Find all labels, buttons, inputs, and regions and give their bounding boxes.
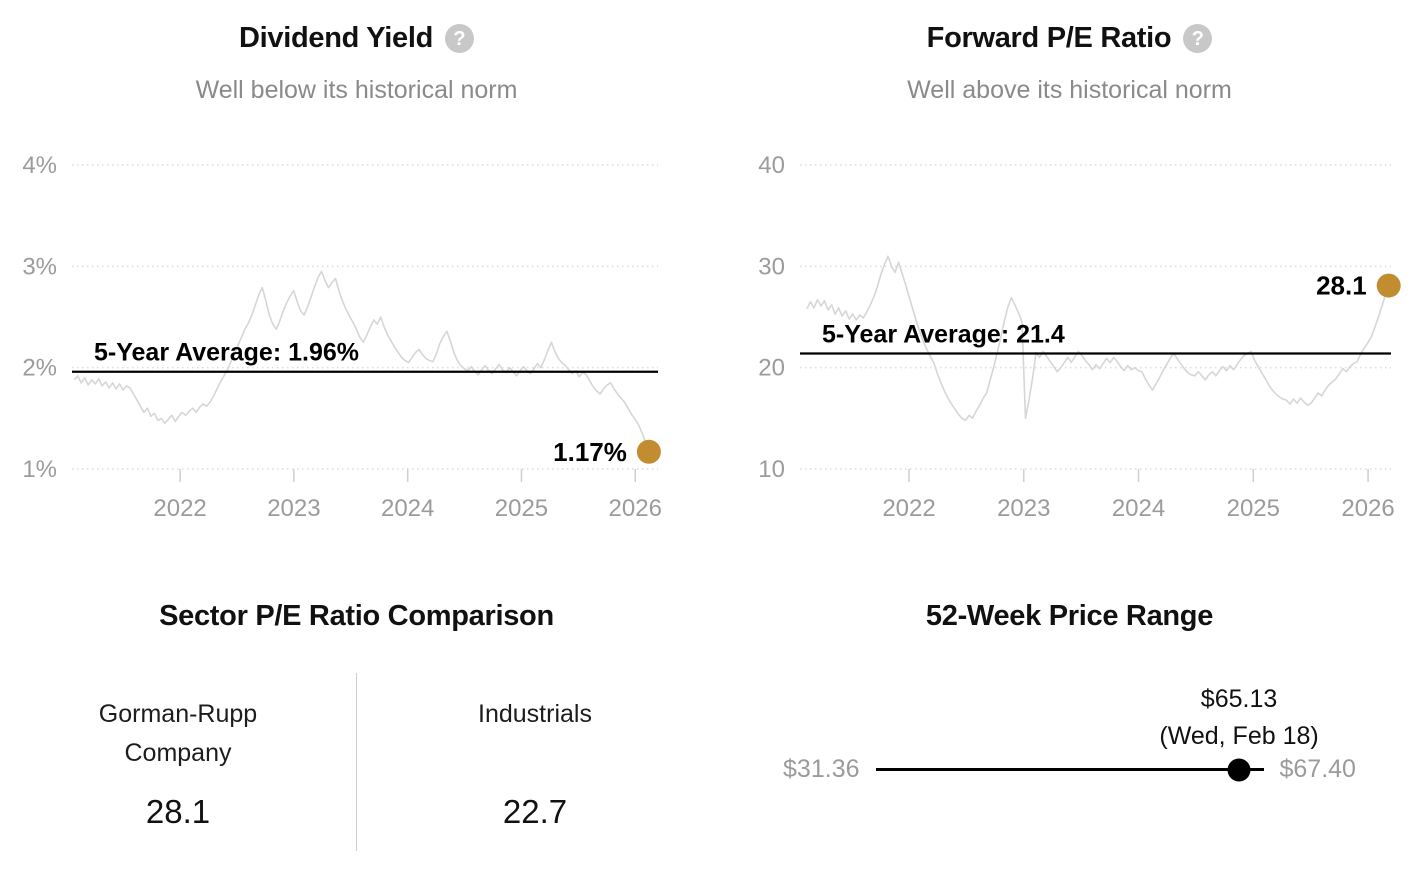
company-column: Gorman-Rupp Company 28.1 [0, 673, 356, 851]
svg-text:5-Year Average: 1.96%: 5-Year Average: 1.96% [94, 339, 359, 367]
price-indicator-dot [1227, 758, 1251, 781]
price-range-section: 52-Week Price Range $31.36 $65.13 (Wed, … [713, 600, 1426, 784]
forward-pe-chart: 40 30 20 10 2022 2023 2024 2025 2026 5-Year Avera… [758, 152, 1401, 522]
help-icon[interactable]: ? [1183, 24, 1213, 53]
column-divider [356, 673, 357, 851]
sector-pe-comparison: Sector P/E Ratio Comparison Gorman-Rupp … [0, 600, 713, 851]
svg-text:20: 20 [758, 355, 785, 382]
company-pe-value: 28.1 [145, 793, 211, 830]
svg-text:1.17%: 1.17% [553, 437, 627, 467]
dividend-yield-chart: 4% 3% 2% 1% 2022 2023 2024 2025 2026 5-Year Avera… [22, 152, 662, 522]
svg-text:2022: 2022 [153, 495, 206, 522]
price-range-title: 52-Week Price Range [925, 600, 1214, 632]
current-price-date: (Wed, Feb 18) [1159, 722, 1319, 750]
svg-text:1%: 1% [22, 456, 57, 483]
dividend-yield-header: Dividend Yield ? Well below its historic… [0, 22, 713, 105]
svg-text:2%: 2% [22, 355, 57, 382]
company-label: Gorman-Rupp Company [98, 700, 258, 767]
svg-text:28.1: 28.1 [1316, 271, 1367, 301]
svg-text:2025: 2025 [495, 495, 548, 522]
dividend-yield-subtitle: Well below its historical norm [195, 76, 518, 104]
svg-text:2024: 2024 [381, 495, 434, 522]
svg-text:40: 40 [758, 152, 785, 179]
svg-text:2023: 2023 [267, 495, 320, 522]
svg-text:5-Year Average: 21.4: 5-Year Average: 21.4 [822, 320, 1065, 348]
help-icon[interactable]: ? [445, 24, 474, 53]
sector-pe-value: 22.7 [502, 793, 568, 830]
price-range-track: $65.13 (Wed, Feb 18) [875, 685, 1319, 781]
sector-label: Industrials [478, 700, 592, 728]
svg-text:2022: 2022 [882, 495, 935, 522]
current-price-label: $65.13 (Wed, Feb 18) [1159, 681, 1318, 755]
dividend-yield-title: Dividend Yield [238, 22, 433, 54]
svg-text:10: 10 [758, 456, 785, 483]
svg-text:3%: 3% [22, 253, 57, 280]
svg-text:4%: 4% [22, 152, 57, 179]
svg-text:2024: 2024 [1112, 495, 1165, 522]
svg-text:2025: 2025 [1227, 495, 1280, 522]
range-low-label: $31.36 [783, 755, 860, 783]
forward-pe-header: Forward P/E Ratio ? Well above its histo… [713, 22, 1426, 105]
svg-text:2023: 2023 [997, 495, 1050, 522]
svg-text:2026: 2026 [609, 495, 662, 522]
svg-text:2026: 2026 [1341, 495, 1394, 522]
sector-column: Industrials 22.7 [357, 673, 713, 851]
forward-pe-subtitle: Well above its historical norm [907, 76, 1232, 104]
svg-text:30: 30 [758, 253, 785, 280]
range-high-label: $67.40 [1279, 755, 1356, 783]
sector-comparison-title: Sector P/E Ratio Comparison [159, 600, 554, 632]
current-price: $65.13 [1200, 685, 1278, 713]
forward-pe-title: Forward P/E Ratio [926, 22, 1172, 54]
